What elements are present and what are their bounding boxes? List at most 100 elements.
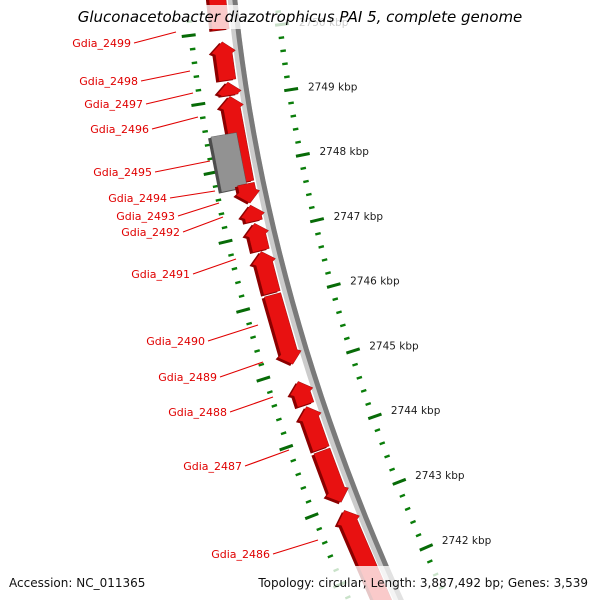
gene-Gdia_2488[interactable] bbox=[296, 406, 330, 454]
tick-right-minor bbox=[410, 519, 417, 525]
gene-Gdia_2492[interactable] bbox=[242, 223, 270, 254]
gene-leader-line bbox=[219, 361, 264, 378]
gene-Gdia_2494[interactable] bbox=[233, 181, 260, 205]
gene-arrow[interactable] bbox=[298, 406, 330, 453]
gene-Gdia_2493[interactable] bbox=[238, 204, 265, 225]
gene-label: Gdia_2488 bbox=[168, 406, 227, 419]
gene-leader-line bbox=[272, 539, 319, 555]
tick-left-minor bbox=[300, 485, 307, 491]
gene-Gdia_2487[interactable] bbox=[311, 447, 349, 505]
tick-left-minor bbox=[215, 198, 222, 202]
gene-label: Gdia_2498 bbox=[79, 75, 138, 88]
gene-Gdia_2489[interactable] bbox=[287, 381, 315, 410]
tick-left-minor bbox=[234, 280, 241, 285]
tick-left-major bbox=[181, 33, 196, 38]
gene-leader-line bbox=[169, 190, 216, 199]
gene-leader-line bbox=[151, 116, 199, 130]
gene-arrow[interactable] bbox=[289, 381, 315, 408]
gene-label: Gdia_2487 bbox=[183, 460, 242, 473]
tick-left-minor bbox=[327, 554, 334, 559]
gene-arrow[interactable] bbox=[264, 292, 302, 365]
map-title: Gluconacetobacter diazotrophicus PAI 5, … bbox=[77, 8, 523, 26]
gene-leader-line bbox=[207, 324, 259, 342]
gene-Gdia_2495[interactable] bbox=[208, 132, 248, 194]
genome-stats-text: Topology: circular; Length: 3,887,492 bp… bbox=[258, 576, 588, 590]
gene-leader-line bbox=[244, 449, 290, 467]
tick-left-minor bbox=[258, 362, 265, 367]
tick-left-minor bbox=[231, 266, 238, 271]
tick-left-minor bbox=[212, 184, 219, 189]
gene-arrow[interactable] bbox=[313, 447, 349, 503]
gene-arrow[interactable] bbox=[217, 81, 242, 97]
tick-right-major bbox=[419, 543, 434, 552]
tick-left-major bbox=[279, 443, 294, 452]
gene-label: Gdia_2494 bbox=[108, 192, 167, 205]
gene-leader-line bbox=[145, 92, 194, 105]
scale-tick-label: 2744 kbp bbox=[391, 405, 441, 417]
tick-left-minor bbox=[202, 129, 209, 134]
gene-arrow[interactable] bbox=[235, 181, 260, 204]
gene-label: Gdia_2492 bbox=[121, 226, 180, 239]
gene-label: Gdia_2497 bbox=[84, 98, 143, 111]
scale-tick-label: 2746 kbp bbox=[350, 276, 400, 288]
gene-leader-line bbox=[154, 160, 211, 173]
tick-left-minor bbox=[316, 526, 323, 532]
tick-left-minor bbox=[195, 88, 202, 92]
gene-label: Gdia_2491 bbox=[131, 268, 190, 281]
tick-right-major bbox=[326, 282, 341, 289]
gene-arrow[interactable] bbox=[240, 204, 265, 224]
tick-right-minor bbox=[321, 258, 328, 262]
tick-left-minor bbox=[305, 499, 312, 504]
gene-label: Gdia_2493 bbox=[116, 210, 175, 223]
gene-leader-line bbox=[133, 31, 177, 44]
tick-right-minor bbox=[360, 388, 367, 393]
tick-left-minor bbox=[207, 157, 214, 161]
tick-left-minor bbox=[228, 253, 234, 257]
tick-right-minor bbox=[415, 533, 422, 538]
tick-right-minor bbox=[352, 362, 359, 367]
tick-left-minor bbox=[191, 61, 198, 65]
tick-right-minor bbox=[295, 140, 302, 144]
tick-left-minor bbox=[193, 74, 200, 79]
gene-arrow[interactable] bbox=[244, 223, 270, 253]
gene-label: Gdia_2489 bbox=[158, 371, 217, 384]
genome-backbone-dark bbox=[232, 0, 404, 600]
tick-right-minor bbox=[292, 127, 299, 131]
scale-tick-label: 2743 kbp bbox=[415, 470, 465, 482]
tick-left-major bbox=[235, 307, 251, 314]
gene-label: Gdia_2496 bbox=[90, 123, 149, 136]
tick-right-minor bbox=[365, 401, 372, 407]
gene-label: Gdia_2499 bbox=[72, 37, 131, 50]
tick-left-minor bbox=[290, 458, 297, 463]
tick-left-minor bbox=[266, 390, 273, 395]
tick-left-minor bbox=[275, 417, 282, 422]
gene-leader-line bbox=[229, 396, 274, 413]
gene-label: Gdia_2495 bbox=[93, 166, 152, 179]
tick-left-minor bbox=[254, 349, 261, 353]
tick-right-minor bbox=[318, 245, 325, 249]
tick-right-major bbox=[367, 412, 382, 421]
tick-right-minor bbox=[336, 310, 342, 315]
gene-arrow[interactable] bbox=[251, 251, 281, 296]
status-bar: Accession: NC_011365 Topology: circular;… bbox=[0, 566, 600, 600]
gene-Gdia_2490[interactable] bbox=[261, 292, 302, 366]
gene-leader-line bbox=[192, 258, 237, 275]
scale-tick-label: 2745 kbp bbox=[369, 340, 419, 352]
gene-Gdia_2498[interactable] bbox=[208, 41, 237, 83]
accession-text: Accession: NC_011365 bbox=[9, 576, 146, 590]
tick-left-minor bbox=[199, 116, 206, 120]
tick-right-minor bbox=[315, 231, 321, 236]
scale-tick-label: 2747 kbp bbox=[334, 211, 384, 223]
tick-right-minor bbox=[325, 271, 332, 275]
tick-right-minor bbox=[339, 323, 346, 328]
tick-left-minor bbox=[280, 431, 287, 436]
tick-right-minor bbox=[426, 559, 433, 564]
gene-Gdia_2497[interactable] bbox=[214, 81, 242, 98]
gene-Gdia_2491[interactable] bbox=[249, 251, 281, 297]
tick-right-minor bbox=[389, 467, 396, 472]
tick-right-minor bbox=[384, 454, 391, 459]
tick-left-minor bbox=[221, 225, 228, 230]
tick-left-minor bbox=[189, 47, 196, 51]
gene-arrow[interactable] bbox=[211, 41, 237, 82]
